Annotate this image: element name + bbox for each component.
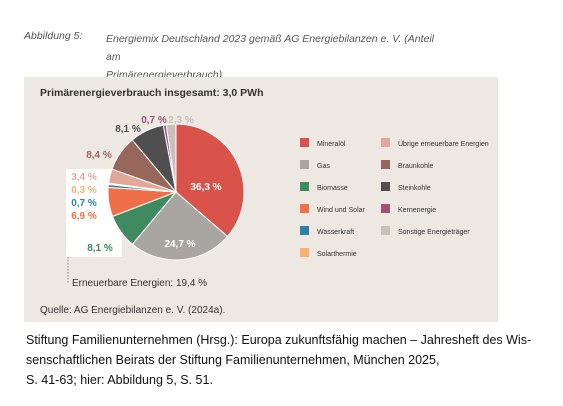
figure-title: Energiemix Deutschland 2023 gemäß AG Ene…: [106, 30, 436, 84]
pie-chart: 36,3 % 24,7 % 8,1 % 6,9 % 0,7 % 0,3 % 3,4 % 8,4…: [66, 115, 489, 289]
legend-label-mineraloel: Mineralöl: [317, 141, 346, 148]
slice-label-wind-und-solar: 6,9 %: [71, 211, 97, 222]
chart-source: Quelle: AG Energiebilanzen e. V. (2024a)…: [40, 305, 226, 316]
renewables-annotation: Erneuerbare Energien: 19,4 %: [72, 278, 207, 289]
slice-label-kernenergie: 0,7 %: [141, 115, 167, 126]
citation: Stiftung Familienunternehmen (Hrsg.): Eu…: [26, 330, 546, 390]
legend-label-kernenergie: Kernenergie: [398, 207, 436, 214]
figure-label: Abbildung 5:: [24, 30, 83, 42]
slice-label-uebrige-erneuerbare-energien: 3,4 %: [71, 172, 97, 183]
legend-swatch-solarthermie: [300, 248, 309, 257]
chart-panel: Primärenergieverbrauch insgesamt: 3,0 PW…: [24, 77, 498, 322]
pie-slice-sonstige-energietraeger: [165, 123, 177, 193]
legend-label-gas: Gas: [317, 163, 330, 170]
slice-label-sonstige-energietraeger: 2,3 %: [168, 115, 194, 126]
legend-swatch-uebrige-erneuerbare-energien: [381, 138, 390, 147]
legend-label-uebrige-erneuerbare-energien: Übrige erneuerbare Energien: [398, 140, 489, 148]
slice-label-mineraloel: 36,3 %: [190, 182, 221, 193]
legend-label-biomasse: Biomasse: [317, 185, 348, 192]
legend-label-sonstige-energietraeger: Sonstige Energieträger: [398, 229, 470, 236]
pie-slice-mineraloel: [175, 123, 245, 238]
legend-label-wasserkraft: Wasserkraft: [317, 229, 354, 236]
figure-title-line-1: Energiemix Deutschland 2023 gemäß AG Ene…: [106, 33, 435, 63]
citation-line-2: senschaftlichen Beirats der Stiftung Fam…: [26, 353, 440, 367]
legend-swatch-mineraloel: [300, 138, 309, 147]
legend-swatch-gas: [300, 160, 309, 169]
legend-swatch-steinkohle: [381, 182, 390, 191]
pie-slice-gas: [131, 191, 229, 261]
legend-label-braunkohle: Braunkohle: [398, 163, 434, 170]
legend-swatch-sonstige-energietraeger: [381, 226, 390, 235]
legend-label-wind-und-solar: Wind und Solar: [317, 207, 366, 214]
legend-swatch-biomasse: [300, 182, 309, 191]
legend-swatch-wasserkraft: [300, 226, 309, 235]
legend-label-solarthermie: Solarthermie: [317, 251, 357, 258]
chart-title: Primärenergieverbrauch insgesamt: 3,0 PW…: [40, 87, 264, 99]
legend-swatch-braunkohle: [381, 160, 390, 169]
legend-label-steinkohle: Steinkohle: [398, 185, 431, 192]
slice-label-steinkohle: 8,1 %: [115, 124, 141, 135]
slice-label-braunkohle: 8,4 %: [86, 150, 112, 161]
slice-label-biomasse: 8,1 %: [87, 243, 113, 254]
slice-label-wasserkraft: 0,7 %: [71, 198, 97, 209]
slice-label-gas: 24,7 %: [164, 239, 195, 250]
legend-swatch-kernenergie: [381, 204, 390, 213]
legend-swatch-wind-und-solar: [300, 204, 309, 213]
slice-label-solarthermie: 0,3 %: [71, 185, 97, 196]
citation-line-3: S. 41-63; hier: Abbildung 5, S. 51.: [26, 373, 213, 387]
citation-line-1: Stiftung Familienunternehmen (Hrsg.): Eu…: [26, 333, 532, 347]
